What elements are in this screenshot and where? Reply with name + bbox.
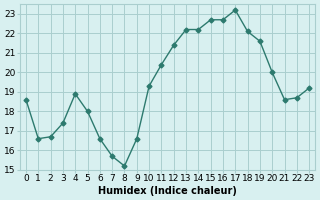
X-axis label: Humidex (Indice chaleur): Humidex (Indice chaleur) [98, 186, 237, 196]
